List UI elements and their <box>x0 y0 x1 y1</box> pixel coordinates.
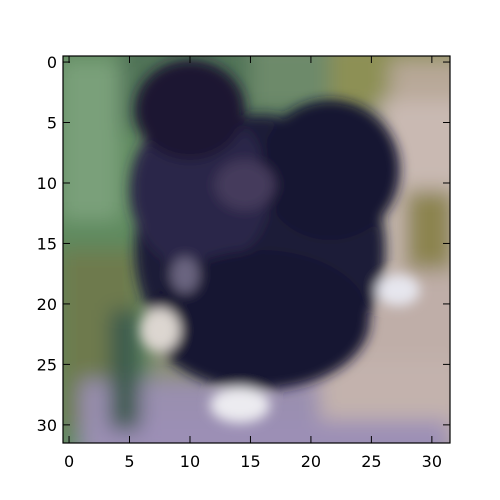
x-tick-label: 15 <box>240 452 260 471</box>
y-tick-label: 30 <box>37 416 57 435</box>
y-tick-label: 15 <box>37 234 57 253</box>
x-axis: 0 5 10 15 20 25 30 <box>64 56 442 471</box>
y-tick-label: 20 <box>37 295 57 314</box>
x-tick-label: 25 <box>361 452 381 471</box>
y-tick-label: 5 <box>47 114 57 133</box>
x-tick-label: 0 <box>64 452 74 471</box>
y-tick-label: 25 <box>37 355 57 374</box>
x-tick-label: 20 <box>301 452 321 471</box>
photo-image <box>63 56 450 443</box>
x-tick-label: 10 <box>180 452 200 471</box>
y-axis: 0 5 10 15 20 25 30 <box>37 53 450 435</box>
x-tick-label: 5 <box>124 452 134 471</box>
axes-frame <box>62 55 451 444</box>
x-tick-label: 30 <box>422 452 442 471</box>
y-tick-label: 10 <box>37 174 57 193</box>
y-tick-label: 0 <box>47 53 57 72</box>
